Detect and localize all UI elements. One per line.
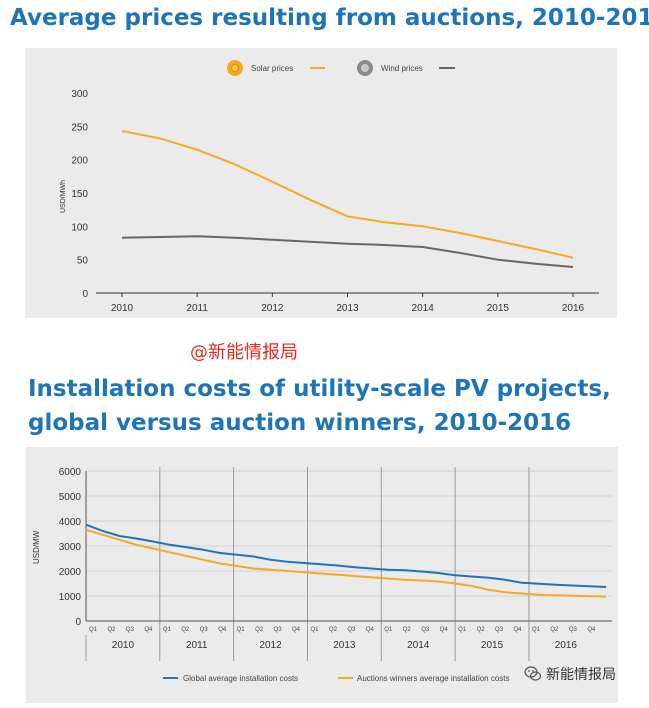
quarter-tick-label: Q1 <box>163 627 172 633</box>
quarter-tick-label: Q1 <box>89 627 98 633</box>
x-tick-label: 2010 <box>111 303 134 314</box>
year-tick-label: 2014 <box>407 640 430 651</box>
y-tick-label: 5000 <box>59 492 82 503</box>
watermark-bottom-text: 新能情报局 <box>546 667 616 683</box>
quarter-tick-label: Q2 <box>550 627 559 633</box>
y-axis-label: USD/MWh <box>60 180 67 213</box>
quarter-tick-label: Q4 <box>513 627 522 633</box>
quarter-tick-label: Q3 <box>126 627 135 633</box>
chart-2-legend: Global average installation costs Auction… <box>163 674 510 683</box>
y-tick-label: 0 <box>82 289 88 300</box>
chart-1-panel: Solar prices Wind prices 0 50 100 150 200 250 3… <box>25 48 617 318</box>
x-tick-label: 2016 <box>562 303 585 314</box>
y-tick-label: 100 <box>71 222 88 233</box>
quarter-tick-label: Q4 <box>440 627 449 633</box>
quarter-tick-label: Q4 <box>218 627 227 633</box>
quarter-tick-label: Q4 <box>587 627 596 633</box>
series-line-solar <box>121 130 574 259</box>
chart-1-title: Average prices resulting from auctions, … <box>10 5 649 31</box>
quarter-tick-label: Q2 <box>255 627 264 633</box>
x-tick-label: 2011 <box>186 303 208 314</box>
chart-1-legend: Solar prices Wind prices <box>227 60 455 76</box>
x-tick-label: 2013 <box>336 303 359 314</box>
year-tick-label: 2015 <box>481 640 504 651</box>
legend-label-global: Global average installation costs <box>183 674 298 683</box>
watermark-bottom: 新能情报局 <box>524 664 616 684</box>
y-tick-label: 150 <box>71 189 88 200</box>
x-tick-label: 2014 <box>412 303 435 314</box>
legend-label-solar: Solar prices <box>251 64 293 73</box>
year-tick-label: 2016 <box>555 640 578 651</box>
solar-legend-icon-center <box>231 64 239 72</box>
wind-legend-icon-center <box>361 64 369 72</box>
year-tick-label: 2011 <box>186 640 208 651</box>
quarter-tick-label: Q3 <box>347 627 356 633</box>
chart-2-panel: 0 1000 2000 3000 4000 5000 6000 USD/MW Q1 Q2 Q3 Q4 2… <box>26 447 618 703</box>
y-tick-label: 200 <box>71 156 88 167</box>
y-axis-label: USD/MW <box>32 530 41 564</box>
quarter-tick-label: Q1 <box>458 627 467 633</box>
y-tick-label: 2000 <box>59 567 82 578</box>
legend-label-auction: Auctions winners average installation co… <box>357 674 510 683</box>
quarter-tick-label: Q1 <box>310 627 319 633</box>
quarter-tick-label: Q1 <box>532 627 541 633</box>
quarter-tick-label: Q3 <box>200 627 209 633</box>
chart-2-svg: 0 1000 2000 3000 4000 5000 6000 USD/MW Q1 Q2 Q3 Q4 2… <box>32 467 612 683</box>
year-tick-label: 2012 <box>259 640 282 651</box>
y-tick-label: 250 <box>71 122 88 133</box>
legend-label-wind: Wind prices <box>381 64 423 73</box>
year-tick-label: 2013 <box>333 640 356 651</box>
quarter-tick-label: Q4 <box>366 627 375 633</box>
quarter-tick-label: Q3 <box>421 627 430 633</box>
quarter-tick-label: Q1 <box>237 627 246 633</box>
quarter-tick-label: Q3 <box>274 627 283 633</box>
chart-2-title: Installation costs of utility-scale PV p… <box>28 376 611 436</box>
y-tick-label: 3000 <box>59 542 82 553</box>
wechat-icon <box>524 666 542 681</box>
quarter-tick-label: Q3 <box>569 627 578 633</box>
quarter-tick-label: Q4 <box>144 627 153 633</box>
quarter-tick-label: Q2 <box>477 627 486 633</box>
series-line-auction <box>85 528 607 598</box>
quarter-tick-label: Q4 <box>292 627 301 633</box>
y-tick-label: 4000 <box>59 517 82 528</box>
watermark-top: @新能情报局 <box>190 342 298 363</box>
quarter-tick-label: Q2 <box>403 627 412 633</box>
quarter-tick-label: Q2 <box>107 627 116 633</box>
quarter-tick-label: Q1 <box>384 627 393 633</box>
x-tick-label: 2015 <box>487 303 510 314</box>
y-tick-label: 0 <box>75 617 81 628</box>
quarter-tick-label: Q2 <box>329 627 338 633</box>
quarter-tick-label: Q2 <box>181 627 190 633</box>
y-tick-label: 50 <box>77 256 89 267</box>
series-line-wind <box>121 235 574 268</box>
y-tick-label: 300 <box>71 89 88 100</box>
series-line-global <box>85 523 607 588</box>
chart-1-svg: Solar prices Wind prices 0 50 100 150 200 250 3… <box>60 60 599 314</box>
year-tick-label: 2010 <box>112 640 135 651</box>
quarter-tick-label: Q3 <box>495 627 504 633</box>
y-tick-label: 1000 <box>59 592 82 603</box>
x-tick-label: 2012 <box>261 303 284 314</box>
y-tick-label: 6000 <box>59 467 82 478</box>
